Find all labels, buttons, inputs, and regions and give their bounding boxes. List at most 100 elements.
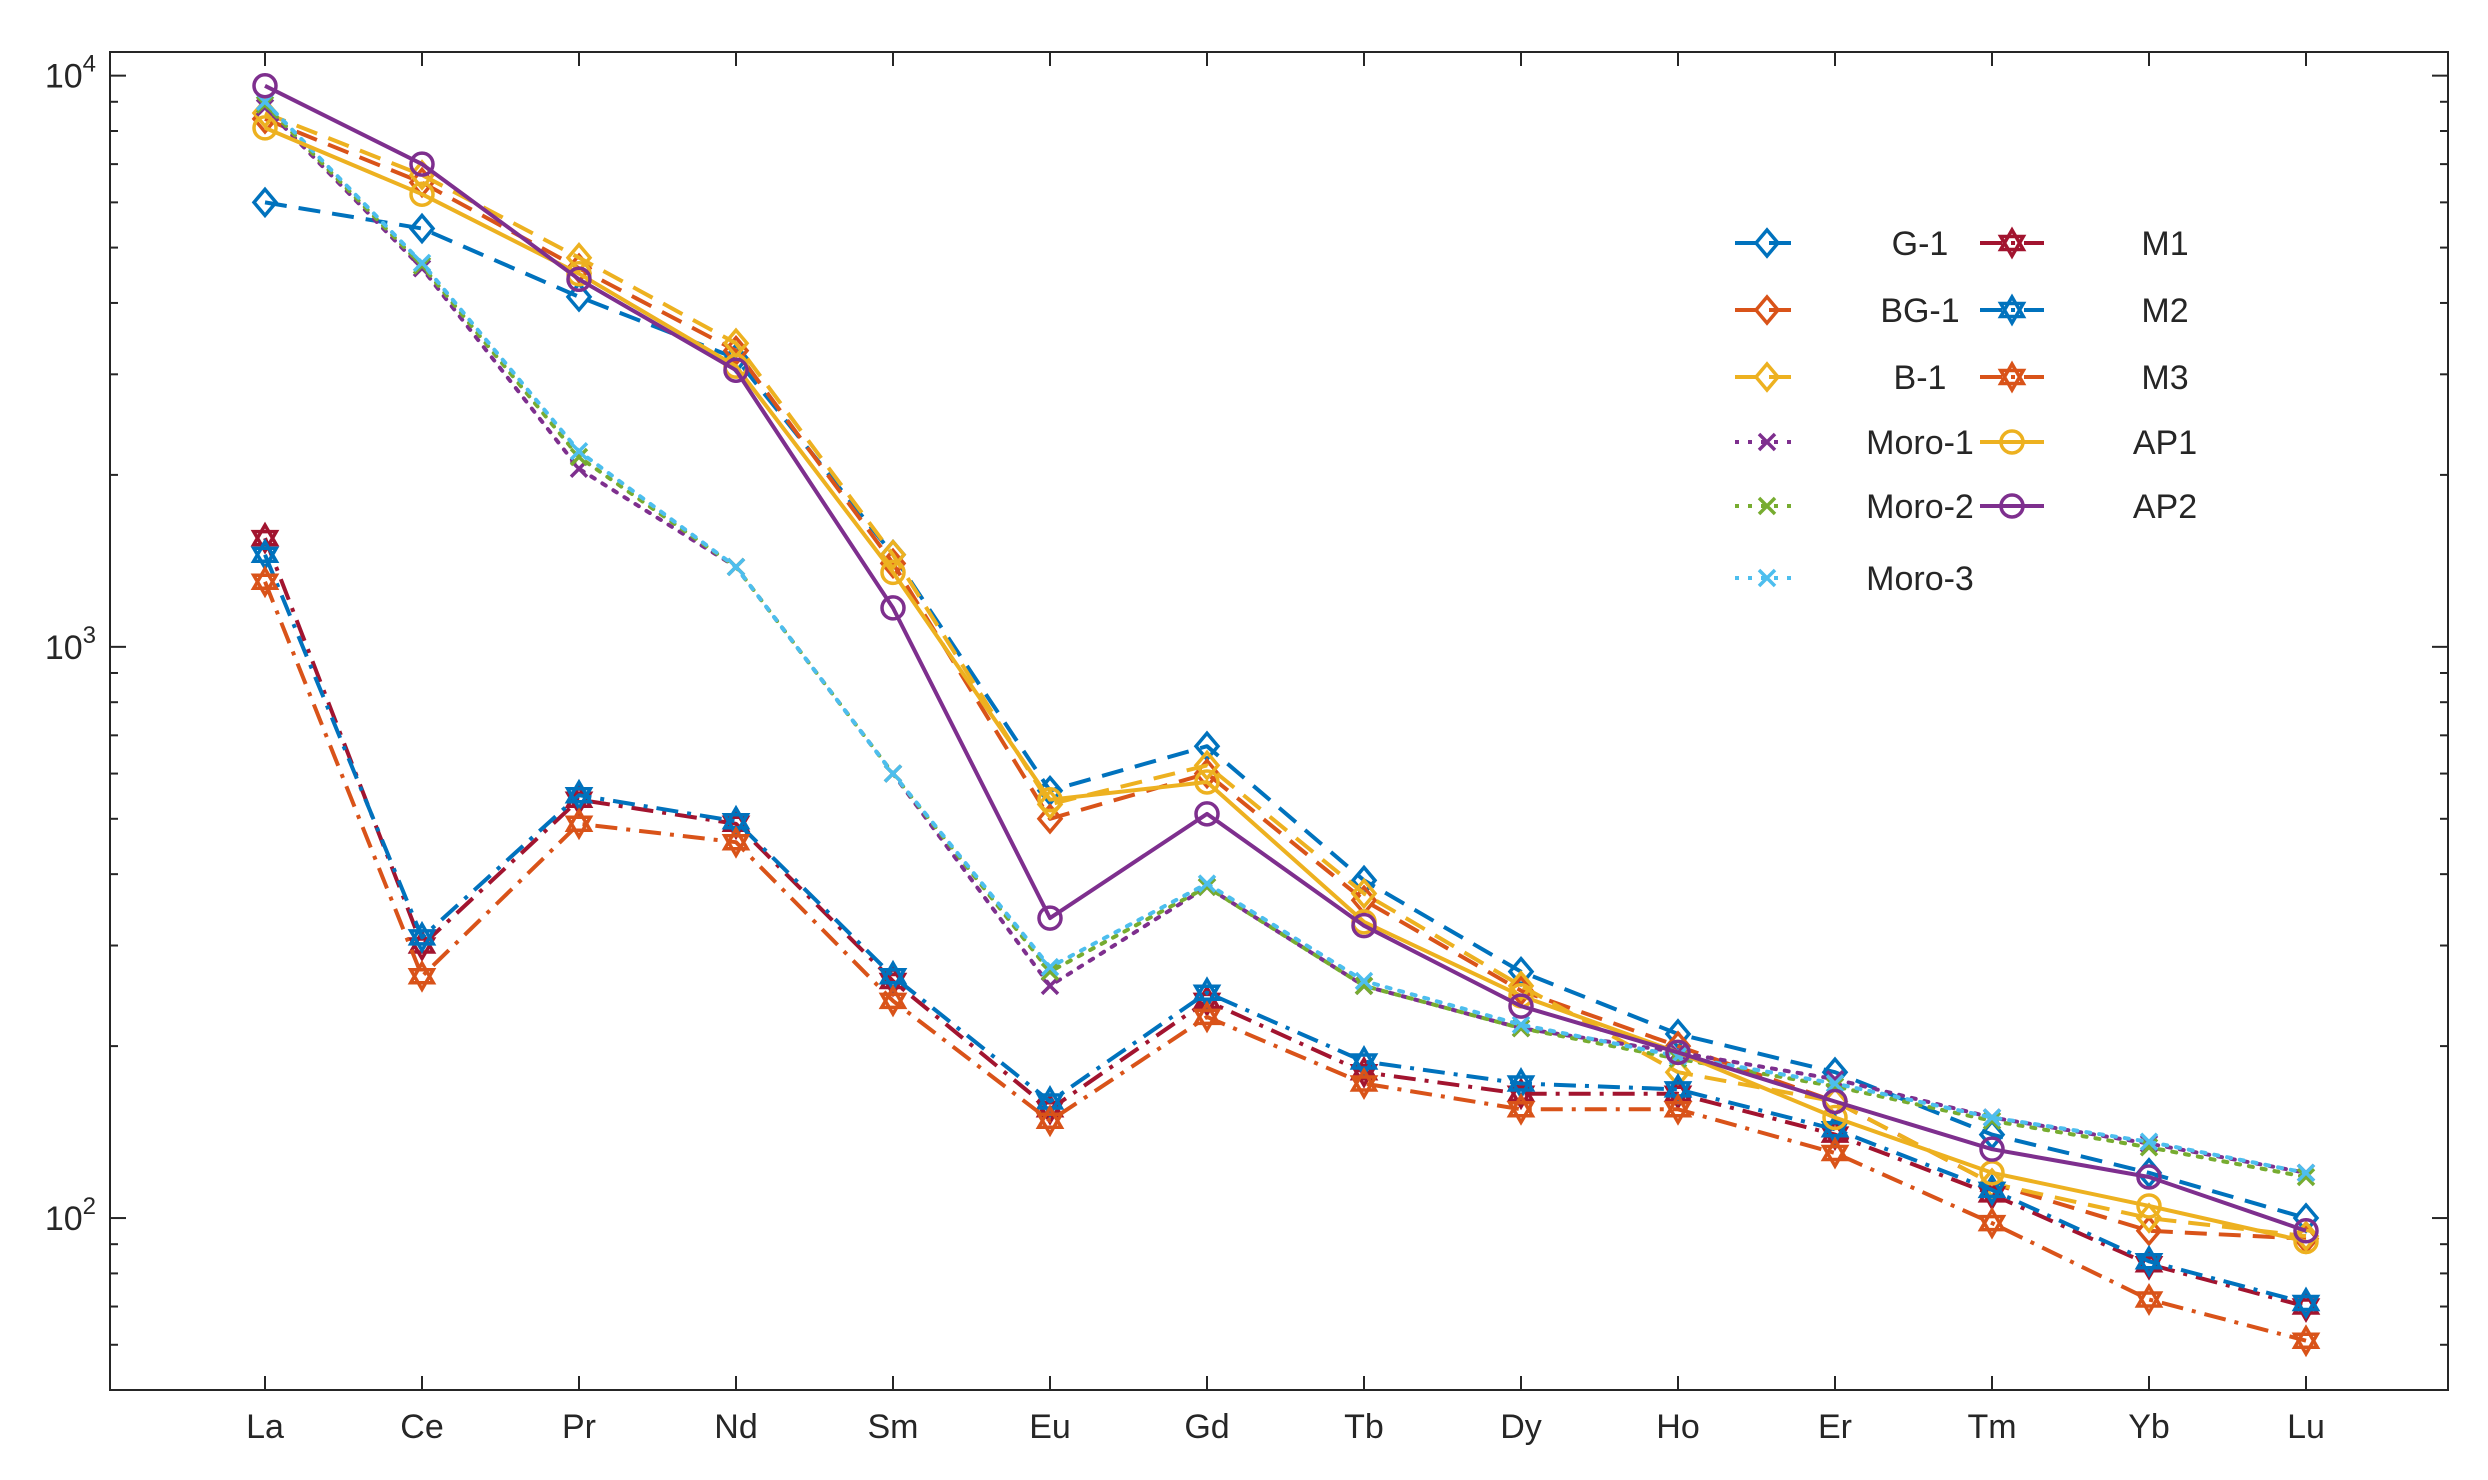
- point-m3-yb: [2134, 1283, 2164, 1316]
- hexagram-triangle-down: [2291, 1294, 2321, 1320]
- hexagram-triangle-up: [1997, 360, 2027, 386]
- hexagram-triangle-up: [1977, 1206, 2007, 1232]
- y-axis-tick-labels: 102 103 104: [45, 51, 96, 1238]
- legend-item-g-1: G-1: [1735, 225, 1948, 263]
- point-moro-3-yb: [2139, 1132, 2159, 1152]
- point-moro-3-er: [1825, 1074, 1845, 1093]
- hexagram-triangle-down: [250, 573, 280, 599]
- point-ap2-la: [252, 73, 278, 99]
- hexagram-triangle-down: [407, 929, 437, 954]
- point-g-1-pr: [565, 281, 593, 313]
- hexagram-triangle-down: [1506, 1075, 1536, 1100]
- legend-marker-m2: [1997, 293, 2027, 327]
- point-moro-3-nd: [726, 557, 746, 577]
- hexagram-triangle-down: [1035, 1112, 1065, 1138]
- hexagram-triangle-up: [1192, 976, 1222, 1001]
- hexagram-triangle-down: [1663, 1101, 1693, 1126]
- point-ap1-er: [1822, 1104, 1848, 1131]
- x-tick-label-tm: Tm: [1967, 1408, 2016, 1446]
- y-tick-label: 103: [45, 622, 96, 667]
- point-ap2-gd: [1194, 801, 1220, 827]
- hexagram-triangle-down: [878, 968, 908, 993]
- y-tick-label: 102: [45, 1193, 96, 1238]
- point-ap2-tb: [1351, 912, 1377, 939]
- x-tick-label-sm: Sm: [868, 1408, 919, 1446]
- point-g-1-ce: [408, 212, 436, 245]
- point-m3-tm: [1977, 1206, 2007, 1240]
- point-ap1-gd: [1194, 769, 1220, 795]
- point-m3-la: [250, 565, 280, 599]
- point-ap1-ce: [409, 181, 435, 207]
- hexagram-triangle-up: [1035, 1104, 1065, 1130]
- point-moro-3-lu: [2296, 1163, 2316, 1183]
- x-axis-tick-labels: La Ce Pr Nd Sm Eu Gd Tb Dy Ho Er Tm Yb Lu: [246, 1408, 2325, 1446]
- point-ap2-dy: [1508, 993, 1534, 1019]
- series-layer: [250, 73, 2321, 1358]
- point-b-1-ho: [1664, 1056, 1692, 1088]
- x-tick-label-tb: Tb: [1344, 1408, 1384, 1446]
- hexagram-triangle-down: [250, 529, 280, 555]
- point-ap2-sm: [880, 595, 906, 621]
- point-bg-1-yb: [2135, 1215, 2163, 1247]
- point-m2-dy: [1506, 1067, 1536, 1100]
- x-tick-label-ho: Ho: [1656, 1408, 1699, 1446]
- axis-ticks: [110, 52, 2448, 1391]
- legend-marker-ap1: [1999, 429, 2025, 455]
- hexagram-triangle-down: [1997, 234, 2027, 260]
- point-b-1-pr: [565, 242, 593, 274]
- x-tick-label-dy: Dy: [1500, 1408, 1542, 1446]
- point-moro-2-pr: [569, 447, 589, 467]
- hexagram-triangle-down: [878, 992, 908, 1018]
- legend-label-ap1: AP1: [2133, 424, 2197, 462]
- hexagram-triangle-down: [250, 546, 280, 572]
- legend-marker-g-1: [1753, 227, 1781, 259]
- hexagram-triangle-up: [2291, 1324, 2321, 1349]
- hexagram-triangle-down: [2134, 1253, 2164, 1278]
- hexagram-triangle-up: [1663, 1092, 1693, 1118]
- hexagram-triangle-up: [564, 807, 594, 833]
- hexagram-triangle-up: [878, 984, 908, 1010]
- x-tick-label-gd: Gd: [1184, 1408, 1229, 1446]
- hexagram-triangle-up: [1349, 1067, 1379, 1092]
- x-tick-label-nd: Nd: [714, 1408, 757, 1446]
- point-moro-3-ce: [412, 253, 432, 273]
- hexagram-triangle-up: [250, 565, 280, 591]
- point-ap1-la: [252, 115, 278, 141]
- hexagram-triangle-down: [1977, 1214, 2007, 1240]
- point-m3-nd: [721, 825, 751, 859]
- hexagram-triangle-down: [2134, 1291, 2164, 1316]
- hexagram-triangle-up: [1997, 293, 2027, 319]
- point-m2-gd: [1192, 976, 1222, 1010]
- point-m2-pr: [564, 778, 594, 812]
- point-moro-3-gd: [1197, 874, 1217, 893]
- point-ap2-lu: [2293, 1218, 2319, 1244]
- hexagram-triangle-up: [564, 778, 594, 804]
- point-moro-2-gd: [1197, 877, 1217, 897]
- hexagram-triangle-up: [2291, 1286, 2321, 1312]
- point-m3-ho: [1663, 1092, 1693, 1126]
- point-ap2-tm: [1979, 1136, 2005, 1162]
- legend-marker-bg-1: [1753, 294, 1781, 326]
- point-b-1-gd: [1193, 749, 1221, 782]
- point-ap2-ho: [1665, 1039, 1691, 1066]
- legend-item-moro-1: Moro-1: [1735, 424, 1974, 462]
- point-m3-dy: [1506, 1092, 1536, 1126]
- legend-marker-moro-2: [1757, 496, 1777, 516]
- series-line-g-1: [264, 200, 2307, 1221]
- legend-item-m3: M3: [1980, 359, 2189, 397]
- hexagram-triangle-down: [1663, 1081, 1693, 1106]
- legend-label-m1: M1: [2141, 225, 2188, 263]
- series-m3: [250, 565, 2321, 1358]
- hexagram-triangle-down: [2291, 1332, 2321, 1358]
- point-m3-sm: [878, 984, 908, 1018]
- point-moro-2-tb: [1354, 976, 1374, 996]
- point-m2-la: [250, 538, 280, 572]
- point-m3-er: [1820, 1136, 1850, 1170]
- series-line-moro-1: [263, 105, 2308, 1175]
- hexagram-triangle-up: [1506, 1067, 1536, 1092]
- point-b-1-sm: [879, 538, 907, 571]
- legend-label-moro-3: Moro-3: [1866, 560, 1974, 598]
- x-tick-label-eu: Eu: [1029, 1408, 1071, 1446]
- point-ap1-eu: [1037, 786, 1063, 813]
- point-b-1-dy: [1507, 970, 1535, 1002]
